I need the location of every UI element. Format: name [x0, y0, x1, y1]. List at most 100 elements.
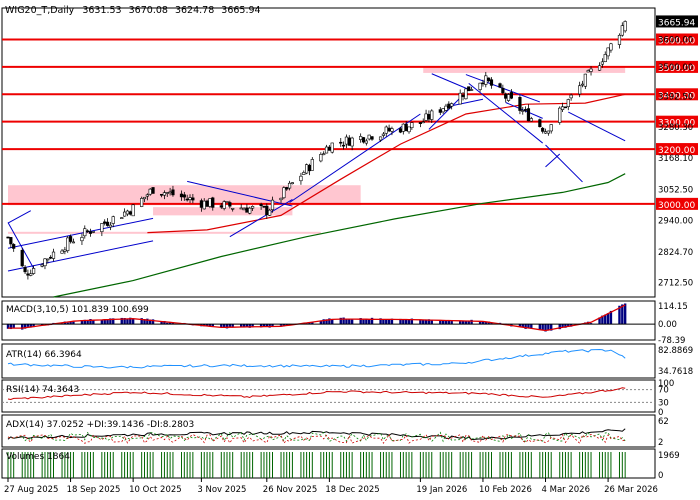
candle-body-16 — [68, 236, 73, 242]
macd-bar-87 — [350, 319, 354, 325]
adx-tick-label-0: 62 — [658, 417, 669, 427]
candle-body-33 — [140, 198, 144, 207]
rsi-series-line — [7, 387, 626, 401]
candle-body-67 — [270, 199, 275, 210]
candle-body-48 — [199, 200, 203, 208]
macd-bar-104 — [422, 319, 425, 325]
level-label-4: 3200.00 — [658, 146, 695, 156]
candle-body-1 — [9, 237, 13, 245]
macd-bar-85 — [345, 319, 348, 325]
candle-body-51 — [208, 198, 212, 207]
candle-body-148 — [597, 65, 602, 71]
macd-bar-20 — [86, 320, 89, 325]
atr-series-line — [7, 348, 626, 369]
candle-body-81 — [327, 146, 331, 151]
macd-bar-7 — [32, 324, 35, 328]
candle-body-124 — [501, 87, 505, 94]
candle-body-113 — [458, 92, 462, 105]
volume-title: Volumes 1864 — [6, 452, 70, 462]
price-tick-label-1: 2824.70 — [658, 248, 693, 258]
di-minus-line — [7, 433, 626, 445]
macd-bar-50 — [205, 324, 209, 326]
macd-bar-130 — [524, 324, 527, 329]
macd-bar-36 — [149, 319, 152, 325]
trend-line-6 — [289, 113, 421, 203]
macd-bar-153 — [618, 305, 621, 325]
candle-body-78 — [319, 154, 323, 162]
candle-body-129 — [521, 110, 525, 112]
candle-body-83 — [339, 141, 343, 144]
candle-body-131 — [526, 108, 531, 122]
candle-body-84 — [341, 144, 346, 147]
candle-body-35 — [145, 194, 149, 197]
macd-bar-28 — [120, 317, 123, 325]
candle-body-132 — [529, 118, 533, 122]
macd-bar-24 — [103, 319, 106, 325]
candle-body-12 — [51, 251, 56, 259]
symbol-label: WIG20_T — [5, 5, 47, 16]
x-tick-label-3: 3 Nov 2025 — [197, 485, 246, 495]
candle-body-96 — [387, 127, 391, 132]
candle-body-142 — [569, 94, 573, 99]
candle-body-65 — [265, 205, 269, 216]
macd-bar-61 — [248, 324, 251, 328]
x-tick-label-0: 27 Aug 2025 — [4, 485, 58, 495]
macd-bar-106 — [427, 319, 431, 325]
x-tick-label-6: 19 Jan 2026 — [416, 485, 467, 495]
level-label-2: 3400.00 — [658, 91, 695, 101]
candle-body-103 — [418, 122, 422, 124]
macd-bar-38 — [160, 321, 163, 325]
macd-bar-86 — [348, 319, 351, 325]
candle-body-126 — [506, 94, 511, 101]
candle-body-56 — [228, 202, 232, 207]
candle-body-114 — [461, 95, 465, 97]
candle-body-137 — [549, 124, 553, 132]
macd-histogram — [2, 303, 655, 332]
candle-body-94 — [381, 133, 386, 136]
macd-bar-134 — [541, 324, 544, 330]
atr-tick-label-0: 82.8869 — [658, 346, 693, 356]
candle-body-151 — [606, 47, 610, 57]
candle-body-155 — [623, 21, 627, 32]
macd-bar-26 — [109, 318, 112, 325]
candle-body-60 — [245, 207, 249, 213]
trend-line-0 — [7, 210, 31, 224]
macd-bar-6 — [29, 324, 32, 328]
timeframe-label: Daily — [50, 5, 74, 16]
macd-bar-32 — [131, 318, 135, 325]
x-axis-labels: 27 Aug 2025 18 Sep 2025 10 Oct 2025 3 Nov 2… — [4, 478, 658, 495]
candle-body-45 — [185, 198, 189, 201]
ohlc-low: 3624.78 — [175, 5, 214, 16]
candle-body-154 — [620, 25, 624, 36]
macd-bar-152 — [609, 310, 613, 325]
macd-bar-57 — [231, 324, 234, 328]
macd-bar-19 — [83, 319, 86, 325]
macd-bar-101 — [407, 319, 411, 325]
price-zone-1 — [423, 66, 626, 73]
candle-body-106 — [427, 114, 431, 120]
macd-bar-34 — [143, 319, 146, 325]
di-plus-line — [7, 431, 626, 443]
volume-bars — [7, 452, 626, 478]
candle-body-0 — [6, 236, 10, 239]
macd-bar-113 — [459, 321, 462, 325]
candle-body-82 — [330, 142, 334, 153]
trend-line-9 — [451, 98, 484, 107]
macd-bar-97 — [390, 318, 394, 325]
macd-bar-103 — [419, 319, 422, 325]
level-label-5: 3000.00 — [658, 201, 695, 211]
x-tick-label-8: 4 Mar 2026 — [542, 485, 590, 495]
candle-body-19 — [83, 228, 87, 237]
macd-bar-59 — [242, 324, 246, 328]
macd-bar-8 — [40, 324, 44, 326]
macd-bar-78 — [319, 320, 323, 325]
macd-bar-109 — [441, 320, 445, 325]
macd-bar-92 — [370, 317, 374, 325]
candle-body-18 — [80, 237, 84, 242]
candle-body-38 — [159, 193, 164, 196]
candle-body-43 — [179, 193, 184, 198]
macd-title: MACD(3,10,5) 101.839 100.699 — [6, 305, 149, 315]
macd-bar-149 — [601, 315, 604, 325]
trend-line-4 — [187, 180, 293, 207]
macd-bar-111 — [447, 320, 451, 325]
